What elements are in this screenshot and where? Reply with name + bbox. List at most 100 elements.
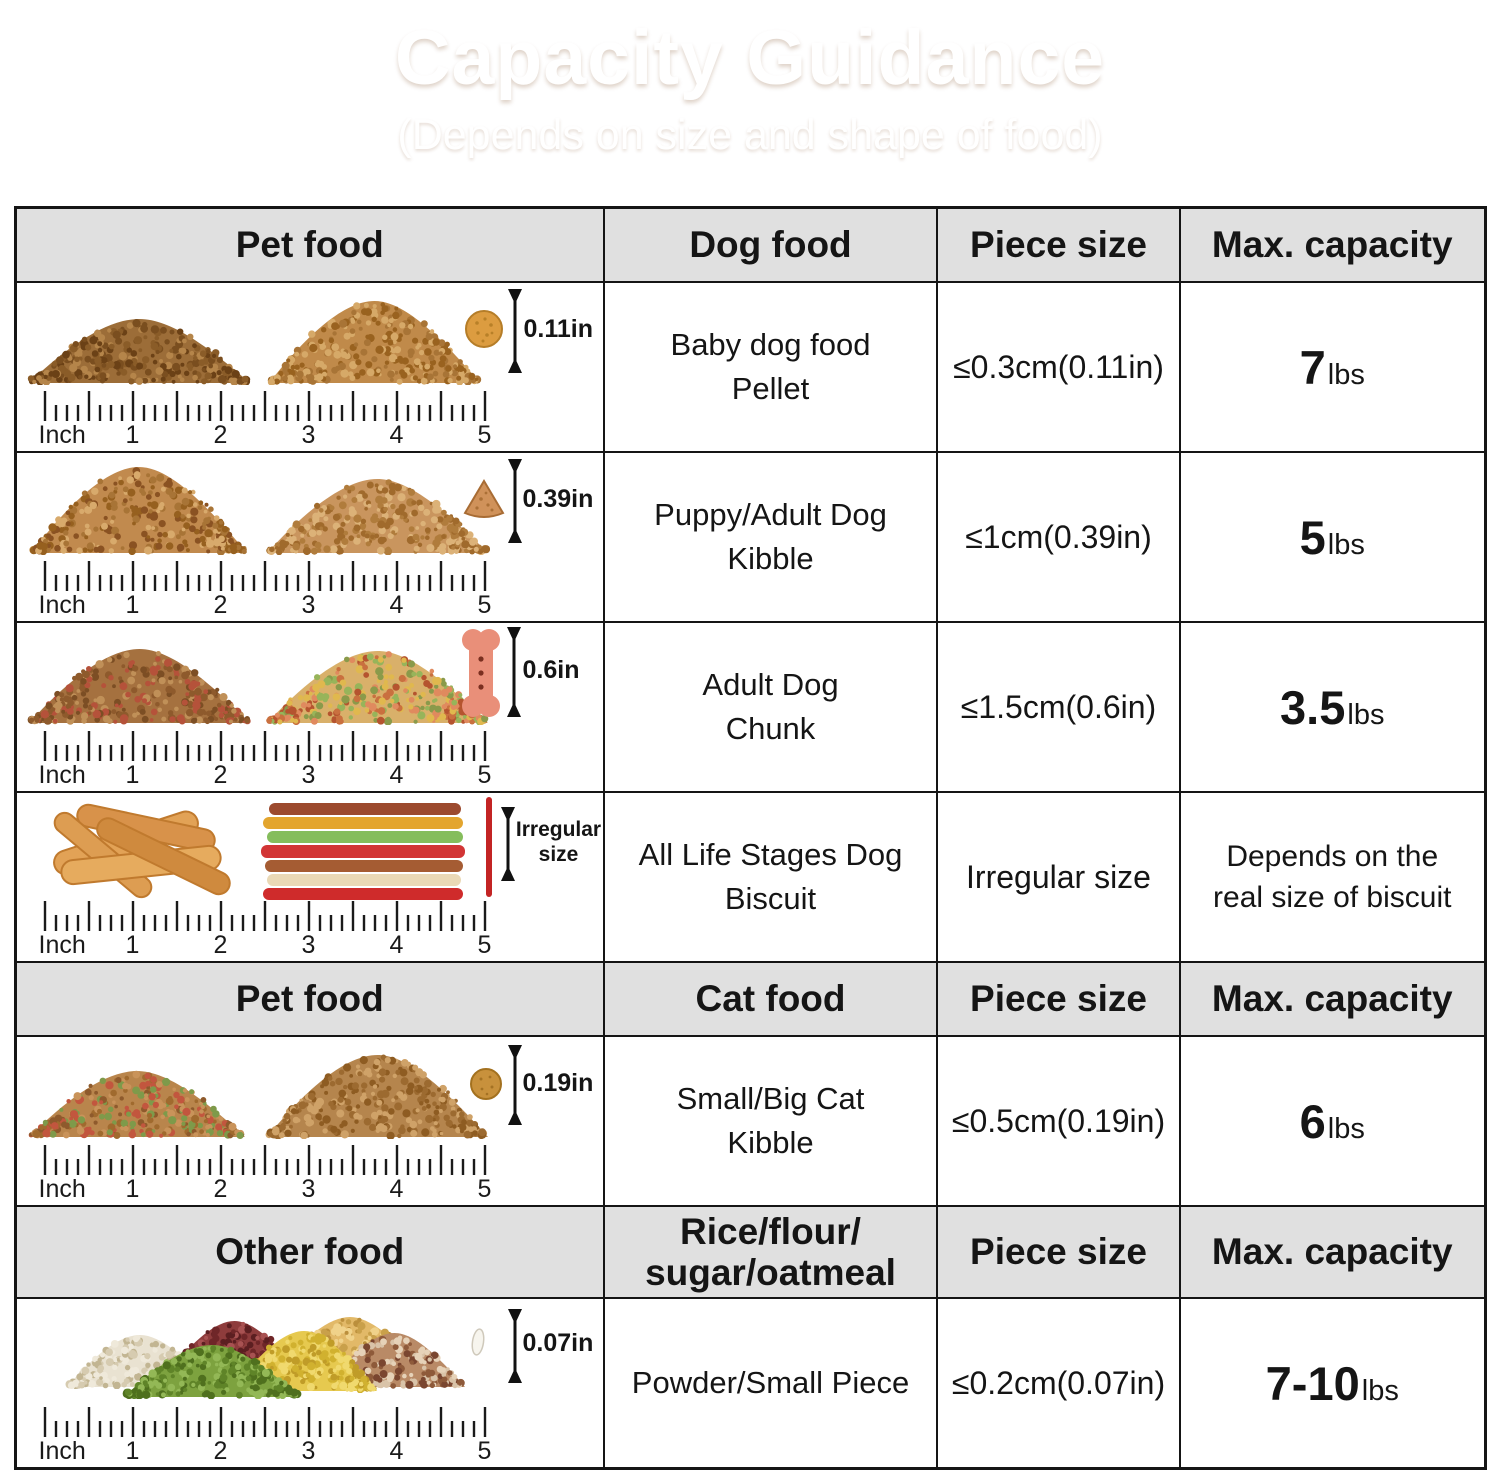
food-visual: 0.11in Inch 1 2 3 4 5: [17, 283, 604, 451]
kibble-pile-illustration: [28, 467, 247, 555]
ruler-number: 2: [213, 421, 228, 449]
food-name: Puppy/Adult Dog Kibble: [603, 451, 938, 623]
ruler-number: 3: [301, 591, 316, 619]
cat-pellet-icon: [469, 1068, 502, 1100]
table-row-cat-kibble: 0.19in Inch 1 2 3 4 5 Small/Big Cat Kibbl…: [14, 1035, 1486, 1207]
table-header-cat: Pet food Cat food Piece size Max. capaci…: [14, 961, 1486, 1037]
ruler-number: 2: [213, 591, 228, 619]
measurement-marker: [507, 289, 522, 373]
table-row-baby-dog-pellet: 0.11in Inch 1 2 3 4 5 Baby dog food Pelle…: [14, 281, 1486, 453]
ruler-tick-marks: [43, 1407, 486, 1437]
col-header-piece-size: Piece size: [936, 961, 1181, 1037]
ruler-number: 4: [389, 591, 404, 619]
ruler-label-inch: Inch: [38, 1175, 86, 1203]
max-capacity-value: 6lbs: [1179, 1035, 1486, 1207]
ruler-number: 4: [389, 1437, 404, 1465]
ruler-tick-marks: [43, 561, 486, 591]
capacity-guidance-table: Pet food Dog food Piece size Max. capaci…: [13, 206, 1487, 1470]
piece-size-value: Irregular size: [936, 791, 1181, 963]
ruler-number: 2: [213, 761, 228, 789]
mung-bean-pile-illustration: [122, 1345, 301, 1399]
ruler-number: 4: [389, 1175, 404, 1203]
ruler-number: 3: [301, 421, 316, 449]
ruler-number: 2: [213, 1175, 228, 1203]
rice-grain-icon: [471, 1328, 484, 1356]
ruler-number: 3: [301, 761, 316, 789]
measurement-label: Irregular size: [515, 818, 602, 867]
cat-kibble-pile-illustration: [28, 1070, 245, 1139]
measurement-label: 0.39in: [522, 485, 594, 513]
measurement-label: 0.6in: [522, 656, 580, 684]
ruler-number: 1: [125, 1437, 140, 1465]
piece-size-value: ≤1.5cm(0.6in): [936, 621, 1181, 793]
ruler-label-inch: Inch: [38, 591, 86, 619]
ruler-label-inch: Inch: [38, 421, 86, 449]
ruler-tick-marks: [43, 901, 486, 931]
inch-ruler: Inch 1 2 3 4 5: [38, 730, 509, 789]
treat-pile-illustration: [265, 651, 488, 725]
measurement-label: 0.11in: [523, 315, 594, 343]
measurement-label: 0.07in: [522, 1329, 594, 1357]
ruler-number: 4: [389, 931, 404, 959]
ruler-number: 4: [389, 761, 404, 789]
ruler-number: 4: [389, 421, 404, 449]
ruler-label-inch: Inch: [38, 761, 86, 789]
ruler-number: 5: [477, 761, 492, 789]
ruler-number: 3: [301, 931, 316, 959]
capacity-guidance-banner: Capacity Guidance (Depends on size and s…: [0, 0, 1500, 206]
table-header-dog: Pet food Dog food Piece size Max. capaci…: [14, 206, 1486, 283]
table-row-puppy-adult-kibble: 0.39in Inch 1 2 3 4 5 Puppy/Adult Dog Kib…: [14, 451, 1486, 623]
ruler-number: 1: [125, 591, 140, 619]
pellet-pile-illustration: [27, 319, 250, 385]
ruler-number: 5: [477, 931, 492, 959]
max-capacity-value: Depends on the real size of biscuit: [1179, 791, 1486, 963]
piece-size-value: ≤1cm(0.39in): [936, 451, 1181, 623]
measurement-marker: [507, 1309, 522, 1383]
page-subtitle: (Depends on size and shape of food): [397, 111, 1103, 159]
col-header-piece-size: Piece size: [936, 1205, 1181, 1299]
ruler-tick-marks: [43, 1145, 486, 1175]
measurement-label: 0.19in: [522, 1069, 594, 1097]
measurement-marker: [500, 807, 515, 881]
ruler-number: 1: [125, 1175, 140, 1203]
inch-ruler: Inch 1 2 3 4 5: [38, 560, 509, 619]
measurement-marker: [507, 1045, 522, 1125]
ruler-number: 2: [213, 931, 228, 959]
col-header-cat-food: Cat food: [603, 961, 938, 1037]
inch-ruler: Inch 1 2 3 4 5: [38, 390, 509, 449]
ruler-tick-marks: [43, 391, 486, 421]
col-header-dog-food: Dog food: [603, 206, 938, 283]
ruler-number: 1: [125, 931, 140, 959]
table-header-other: Other food Rice/flour/sugar/oatmeal Piec…: [14, 1205, 1486, 1299]
food-visual: 0.39in Inch 1 2 3 4 5: [17, 453, 604, 621]
col-header-max-capacity: Max. capacity: [1179, 206, 1486, 283]
inch-ruler: Inch 1 2 3 4 5: [39, 1406, 509, 1465]
food-name: Powder/Small Piece: [603, 1297, 938, 1470]
col-header-max-capacity: Max. capacity: [1179, 961, 1486, 1037]
food-visual: 0.19in Inch 1 2 3 4 5: [17, 1037, 604, 1205]
col-header-pet-food: Pet food: [14, 961, 605, 1037]
food-name: Adult Dog Chunk: [603, 621, 938, 793]
pellet-pile-illustration: [267, 301, 481, 385]
col-header-max-capacity: Max. capacity: [1179, 1205, 1486, 1299]
stick-icon: [485, 797, 492, 897]
stick-treats-illustration: [260, 803, 465, 900]
inch-ruler: Inch 1 2 3 4 5: [38, 900, 509, 959]
table-row-adult-dog-chunk: 0.6in Inch 1 2 3 4 5 Adult Dog Chunk ≤1.5…: [14, 621, 1486, 793]
piece-size-value: ≤0.5cm(0.19in): [936, 1035, 1181, 1207]
col-header-rice-flour: Rice/flour/sugar/oatmeal: [603, 1205, 938, 1299]
ruler-label-inch: Inch: [38, 931, 86, 959]
col-header-piece-size: Piece size: [936, 206, 1181, 283]
food-visual: 0.07in Inch 1 2 3 4 5: [17, 1299, 604, 1467]
piece-size-value: ≤0.3cm(0.11in): [936, 281, 1181, 453]
ruler-number: 5: [477, 1437, 492, 1465]
piece-size-value: ≤0.2cm(0.07in): [936, 1297, 1181, 1470]
max-capacity-value: 3.5lbs: [1179, 621, 1486, 793]
jerky-strips-illustration: [52, 803, 231, 899]
ruler-number: 3: [301, 1175, 316, 1203]
ruler-number: 1: [125, 421, 140, 449]
inch-ruler: Inch 1 2 3 4 5: [38, 1144, 509, 1203]
pellet-icon: [464, 310, 503, 348]
chunk-pile-illustration: [27, 649, 251, 725]
cat-kibble-pile-illustration: [265, 1054, 488, 1139]
